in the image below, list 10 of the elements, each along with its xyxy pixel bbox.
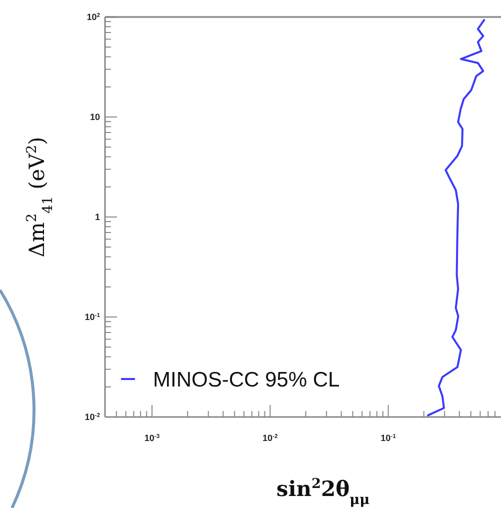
x-tick-label: 10$^{-2}$ <box>262 433 278 443</box>
y-tick-label: 1 <box>94 212 100 222</box>
y-tick-label: 10$^{2}$ <box>86 12 101 22</box>
legend-label: MINOS-CC 95% CL <box>153 368 340 392</box>
x-tick-label: 10$^{-1}$ <box>380 433 397 443</box>
y-tick-label: 10$^{-2}$ <box>84 412 101 422</box>
x-axis-title: sin$^{2}$2θ$_{μμ}$ <box>276 476 370 508</box>
y-tick-label: 10$^{-1}$ <box>84 312 101 322</box>
y-tick-label: 10 <box>90 112 100 122</box>
x-tick-label: 10$^{-3}$ <box>144 433 160 443</box>
